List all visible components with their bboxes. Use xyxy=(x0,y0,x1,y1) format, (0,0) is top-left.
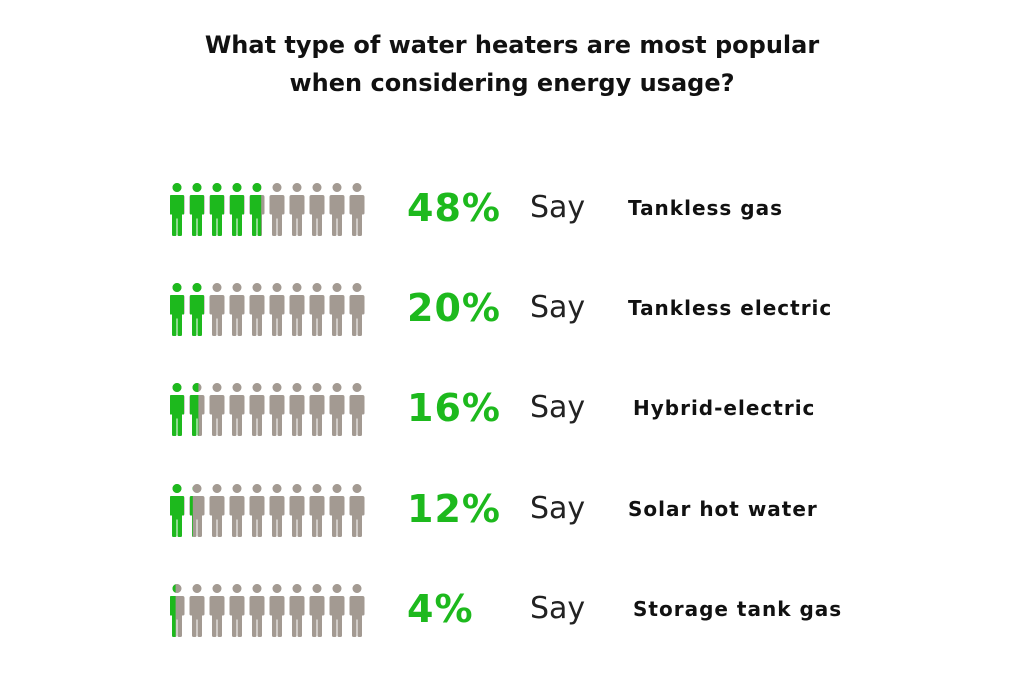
pictogram-tankless-gas xyxy=(170,183,365,236)
person-icon xyxy=(249,183,265,236)
chart-row-hybrid-electric: 16% Say Hybrid-electric xyxy=(0,382,1024,442)
chart-row-tankless-electric: 20% Say Tankless electric xyxy=(0,282,1024,342)
percent-label: 20% xyxy=(407,286,501,330)
person-icon xyxy=(349,183,365,236)
person-icon xyxy=(209,183,225,236)
person-icon xyxy=(229,283,245,336)
person-icon xyxy=(269,484,285,537)
person-icon xyxy=(229,584,245,637)
person-icon xyxy=(269,183,285,236)
chart-title: What type of water heaters are most popu… xyxy=(0,26,1024,102)
say-label: Say xyxy=(530,591,586,626)
person-icon xyxy=(249,584,265,637)
person-icon xyxy=(329,484,345,537)
person-icon xyxy=(329,283,345,336)
person-icon xyxy=(209,584,225,637)
person-icon xyxy=(289,484,305,537)
pictogram-tankless-electric xyxy=(170,283,365,336)
category-label: Tankless electric xyxy=(628,296,833,320)
person-icon xyxy=(209,484,225,537)
chart-row-storage-tank-gas: 4% Say Storage tank gas xyxy=(0,583,1024,643)
person-icon xyxy=(249,383,265,436)
pictogram-solar-hot-water xyxy=(170,484,365,537)
person-icon xyxy=(309,584,325,637)
person-icon xyxy=(349,283,365,336)
say-label: Say xyxy=(530,290,586,325)
person-icon xyxy=(189,183,205,236)
person-icon xyxy=(209,383,225,436)
person-icon xyxy=(189,584,205,637)
person-icon xyxy=(170,283,185,336)
person-icon xyxy=(229,183,245,236)
person-icon xyxy=(349,584,365,637)
person-icon xyxy=(170,484,185,537)
say-label: Say xyxy=(530,491,586,526)
category-label: Hybrid-electric xyxy=(633,396,816,420)
chart-row-tankless-gas: 48% Say Tankless gas xyxy=(0,182,1024,242)
person-icon xyxy=(309,283,325,336)
person-icon xyxy=(170,183,185,236)
person-icon xyxy=(329,383,345,436)
percent-label: 4% xyxy=(407,587,474,631)
person-icon xyxy=(209,283,225,336)
pictogram-hybrid-electric xyxy=(170,383,365,436)
person-icon xyxy=(269,584,285,637)
chart-title-line-1: What type of water heaters are most popu… xyxy=(204,31,820,59)
category-label: Solar hot water xyxy=(628,497,818,521)
person-icon xyxy=(229,484,245,537)
say-label: Say xyxy=(530,190,586,225)
person-icon xyxy=(229,383,245,436)
person-icon xyxy=(189,484,205,537)
person-icon xyxy=(309,484,325,537)
person-icon xyxy=(269,383,285,436)
pictogram-storage-tank-gas xyxy=(170,584,365,637)
person-icon xyxy=(170,383,185,436)
person-icon xyxy=(289,383,305,436)
person-icon xyxy=(170,584,185,637)
category-label: Storage tank gas xyxy=(633,597,843,621)
person-icon xyxy=(289,283,305,336)
person-icon xyxy=(189,283,205,336)
person-icon xyxy=(289,584,305,637)
chart-title-line-2: when considering energy usage? xyxy=(289,69,735,97)
person-icon xyxy=(249,484,265,537)
percent-label: 48% xyxy=(407,186,501,230)
person-icon xyxy=(349,484,365,537)
category-label: Tankless gas xyxy=(628,196,784,220)
person-icon xyxy=(329,183,345,236)
person-icon xyxy=(289,183,305,236)
person-icon xyxy=(189,383,205,436)
person-icon xyxy=(309,383,325,436)
percent-label: 16% xyxy=(407,386,501,430)
person-icon xyxy=(249,283,265,336)
person-icon xyxy=(269,283,285,336)
percent-label: 12% xyxy=(407,487,501,531)
person-icon xyxy=(329,584,345,637)
person-icon xyxy=(349,383,365,436)
chart-row-solar-hot-water: 12% Say Solar hot water xyxy=(0,483,1024,543)
person-icon xyxy=(309,183,325,236)
say-label: Say xyxy=(530,390,586,425)
